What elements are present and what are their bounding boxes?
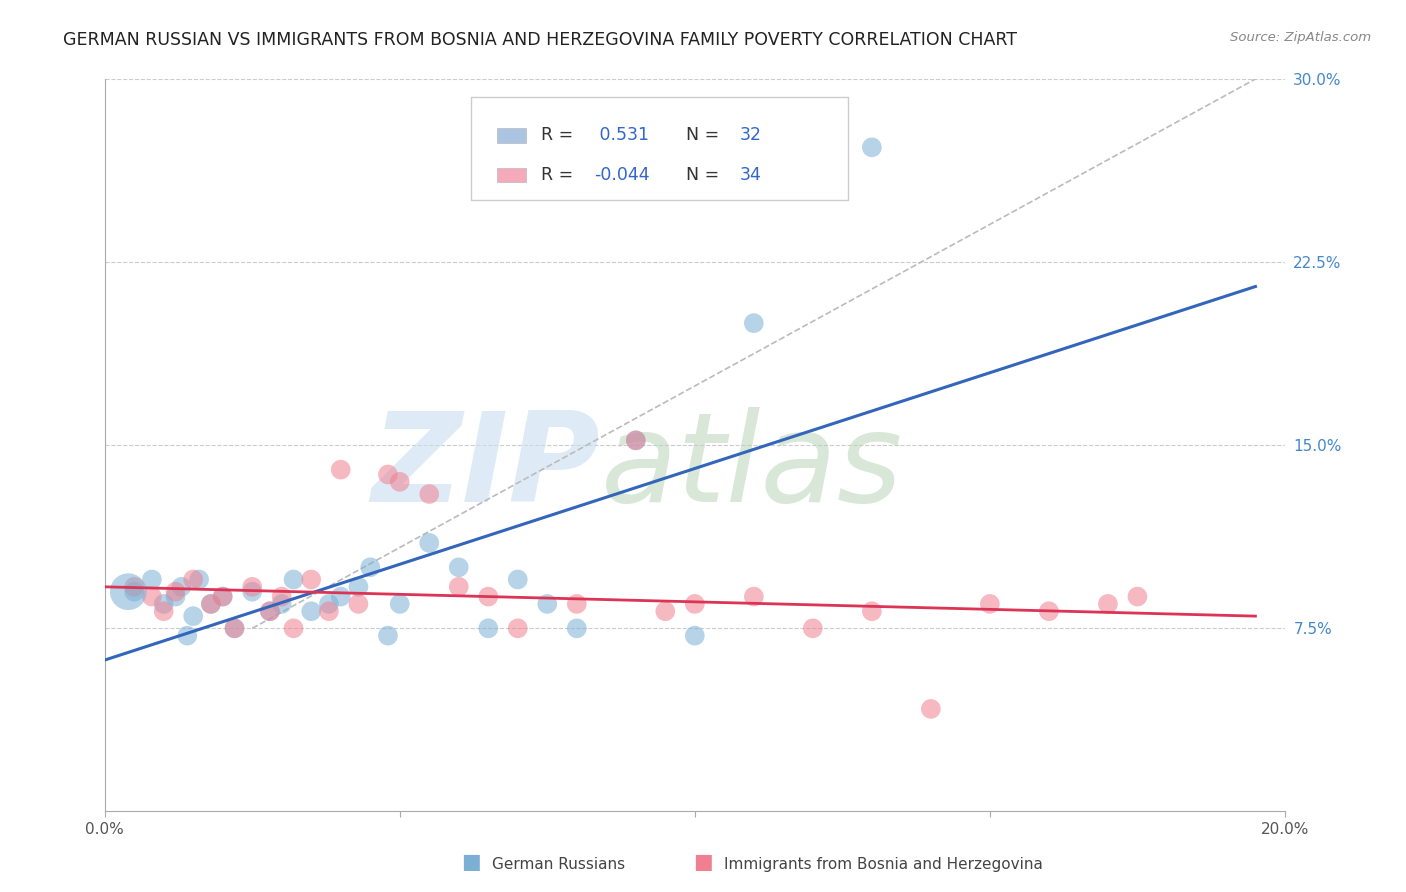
Text: Source: ZipAtlas.com: Source: ZipAtlas.com bbox=[1230, 31, 1371, 45]
Point bbox=[211, 590, 233, 604]
Point bbox=[1038, 604, 1060, 618]
FancyBboxPatch shape bbox=[471, 97, 848, 200]
Point bbox=[347, 597, 370, 611]
Point bbox=[565, 621, 588, 635]
Point bbox=[283, 621, 305, 635]
Text: 0.531: 0.531 bbox=[595, 127, 650, 145]
Point bbox=[200, 597, 222, 611]
Point bbox=[211, 590, 233, 604]
FancyBboxPatch shape bbox=[496, 168, 526, 182]
Point bbox=[170, 580, 193, 594]
Text: ■: ■ bbox=[693, 853, 713, 872]
Point bbox=[418, 536, 440, 550]
Point bbox=[860, 140, 883, 154]
Point bbox=[1097, 597, 1119, 611]
Point bbox=[224, 621, 246, 635]
Text: R =: R = bbox=[541, 127, 579, 145]
Point bbox=[359, 560, 381, 574]
Point bbox=[152, 604, 174, 618]
Text: N =: N = bbox=[675, 166, 724, 184]
Text: ■: ■ bbox=[461, 853, 481, 872]
Text: Immigrants from Bosnia and Herzegovina: Immigrants from Bosnia and Herzegovina bbox=[724, 857, 1043, 872]
Text: 34: 34 bbox=[740, 166, 762, 184]
Point bbox=[224, 621, 246, 635]
Point bbox=[299, 604, 322, 618]
Point bbox=[624, 434, 647, 448]
Point bbox=[388, 475, 411, 489]
Point bbox=[801, 621, 824, 635]
Point bbox=[181, 609, 204, 624]
Point bbox=[683, 597, 706, 611]
Point bbox=[176, 629, 198, 643]
Point bbox=[506, 621, 529, 635]
Point bbox=[122, 584, 145, 599]
Point bbox=[283, 573, 305, 587]
Point bbox=[860, 604, 883, 618]
Point bbox=[318, 597, 340, 611]
Point bbox=[240, 584, 263, 599]
Point bbox=[477, 621, 499, 635]
Point bbox=[447, 580, 470, 594]
Point bbox=[329, 462, 352, 476]
Point bbox=[259, 604, 281, 618]
Point bbox=[920, 702, 942, 716]
Point bbox=[141, 573, 163, 587]
Point bbox=[329, 590, 352, 604]
Point bbox=[318, 604, 340, 618]
Text: 32: 32 bbox=[740, 127, 762, 145]
Point bbox=[270, 597, 292, 611]
Point bbox=[347, 580, 370, 594]
Point bbox=[152, 597, 174, 611]
Point bbox=[388, 597, 411, 611]
Point bbox=[200, 597, 222, 611]
Point bbox=[624, 434, 647, 448]
Point bbox=[122, 580, 145, 594]
Point bbox=[477, 590, 499, 604]
Point bbox=[299, 573, 322, 587]
Text: -0.044: -0.044 bbox=[595, 166, 650, 184]
Point bbox=[165, 584, 187, 599]
Point bbox=[270, 590, 292, 604]
FancyBboxPatch shape bbox=[496, 128, 526, 143]
Point bbox=[188, 573, 211, 587]
Point bbox=[683, 629, 706, 643]
Point bbox=[377, 467, 399, 482]
Point bbox=[447, 560, 470, 574]
Text: ZIP: ZIP bbox=[371, 407, 600, 528]
Point bbox=[565, 597, 588, 611]
Point bbox=[418, 487, 440, 501]
Point bbox=[979, 597, 1001, 611]
Text: R =: R = bbox=[541, 166, 579, 184]
Point bbox=[117, 584, 139, 599]
Text: GERMAN RUSSIAN VS IMMIGRANTS FROM BOSNIA AND HERZEGOVINA FAMILY POVERTY CORRELAT: GERMAN RUSSIAN VS IMMIGRANTS FROM BOSNIA… bbox=[63, 31, 1018, 49]
Point bbox=[742, 316, 765, 330]
Point bbox=[654, 604, 676, 618]
Point bbox=[240, 580, 263, 594]
Point bbox=[536, 597, 558, 611]
Point bbox=[181, 573, 204, 587]
Point bbox=[165, 590, 187, 604]
Point bbox=[1126, 590, 1149, 604]
Text: N =: N = bbox=[675, 127, 724, 145]
Point bbox=[377, 629, 399, 643]
Point bbox=[742, 590, 765, 604]
Point bbox=[506, 573, 529, 587]
Text: German Russians: German Russians bbox=[492, 857, 626, 872]
Text: atlas: atlas bbox=[600, 407, 903, 528]
Point bbox=[259, 604, 281, 618]
Point bbox=[141, 590, 163, 604]
